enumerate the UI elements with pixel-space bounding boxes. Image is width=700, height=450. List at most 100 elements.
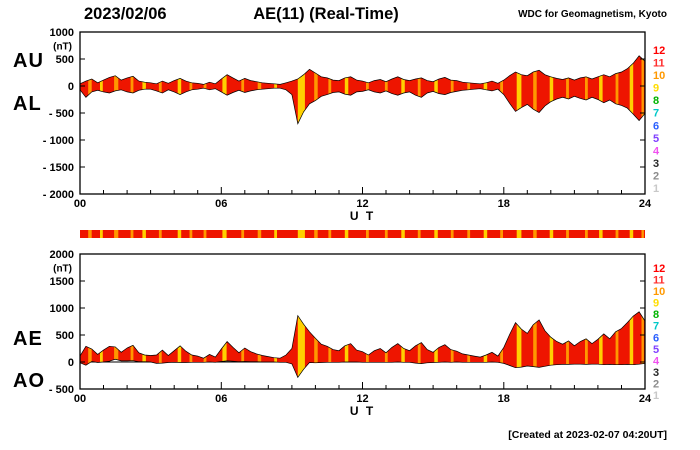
y-tick-label: 1500 (50, 276, 74, 288)
station-stripe (177, 55, 182, 124)
station-count-10: 10 (653, 70, 665, 82)
label-ao: AO (13, 370, 45, 392)
station-bar-stripe (314, 230, 318, 238)
station-count-12: 12 (653, 45, 665, 57)
x-tick-label: 24 (639, 393, 652, 405)
station-stripe (344, 55, 349, 124)
station-stripe (417, 55, 421, 124)
station-count-1: 1 (653, 183, 659, 195)
station-stripe (434, 55, 438, 124)
station-stripe (641, 55, 644, 124)
station-count-1: 1 (653, 390, 659, 402)
station-stripe (100, 311, 103, 378)
x-axis-label: U T (350, 209, 375, 223)
station-count-11: 11 (653, 275, 665, 287)
station-stripe (516, 55, 522, 124)
x-tick-label: 06 (215, 393, 227, 405)
ae-ao-band (80, 311, 645, 378)
y-tick-label: 0 (68, 357, 74, 369)
station-count-2: 2 (653, 379, 659, 391)
station-bar-stripe (615, 230, 619, 238)
station-bar-stripe (434, 230, 438, 238)
station-stripe (203, 55, 207, 124)
y-tick-label: - 500 (49, 384, 74, 396)
station-count-3: 3 (653, 367, 659, 379)
x-tick-label: 12 (356, 198, 368, 210)
station-stripe (467, 55, 471, 124)
station-stripe (257, 311, 262, 378)
y-axis-unit: (nT) (53, 42, 72, 53)
station-stripe (114, 311, 119, 378)
y-tick-label: 1000 (50, 27, 74, 39)
station-stripe (366, 311, 369, 378)
y-tick-label: - 1500 (43, 162, 74, 174)
station-stripe (500, 311, 503, 378)
label-al: AL (13, 93, 42, 115)
station-count-6: 6 (653, 120, 659, 132)
station-stripe (434, 311, 438, 378)
station-availability-bar (80, 230, 645, 238)
station-count-8: 8 (653, 309, 659, 321)
y-tick-label: 1000 (50, 303, 74, 315)
low-station-stripes (88, 55, 644, 124)
station-stripe (629, 55, 634, 124)
station-bar-stripe (177, 230, 182, 238)
station-bar-stripe (274, 230, 277, 238)
station-stripe (483, 55, 488, 124)
station-count-10: 10 (653, 286, 665, 298)
station-bar-stripe (241, 230, 245, 238)
station-stripe (114, 55, 119, 124)
y-tick-label: 2000 (50, 249, 74, 261)
station-bar-stripe (599, 230, 603, 238)
station-bar-stripe (130, 230, 134, 238)
station-bar-stripe (189, 230, 193, 238)
station-bar-stripe (328, 230, 332, 238)
station-stripe (189, 311, 193, 378)
station-stripe (241, 311, 245, 378)
station-stripe (344, 311, 349, 378)
station-count-11: 11 (653, 58, 665, 70)
low-station-stripes (88, 311, 644, 378)
station-count-7: 7 (653, 321, 659, 333)
y-tick-label: 0 (68, 81, 74, 93)
station-bar-stripe (401, 230, 405, 238)
station-stripe (450, 311, 454, 378)
station-stripe (328, 55, 332, 124)
station-bar-stripe (500, 230, 503, 238)
station-bar-stripe (533, 230, 537, 238)
station-bar-stripe (566, 230, 569, 238)
station-bar-stripe (641, 230, 644, 238)
station-stripe (629, 311, 634, 378)
y-tick-label: 500 (56, 330, 74, 342)
station-bar-stripe (417, 230, 421, 238)
station-count-3: 3 (653, 158, 659, 170)
station-count-7: 7 (653, 108, 659, 120)
station-stripe (274, 55, 277, 124)
label-au: AU (13, 50, 44, 72)
station-stripe (599, 55, 603, 124)
au-al-band (80, 55, 645, 124)
station-bar-stripe (257, 230, 262, 238)
station-stripe (130, 311, 134, 378)
station-stripe (615, 311, 619, 378)
station-stripe (88, 55, 92, 124)
station-count-9: 9 (653, 83, 659, 95)
station-stripe (158, 55, 162, 124)
station-bar-stripe (297, 230, 305, 238)
station-stripe (599, 311, 603, 378)
station-bar-stripe (88, 230, 92, 238)
x-tick-label: 00 (74, 393, 86, 405)
station-stripe (401, 311, 405, 378)
x-tick-label: 18 (498, 393, 510, 405)
station-stripe (314, 311, 318, 378)
station-count-8: 8 (653, 95, 659, 107)
x-tick-label: 00 (74, 198, 86, 210)
station-stripe (314, 55, 318, 124)
x-tick-label: 06 (215, 198, 227, 210)
station-bar-stripe (467, 230, 471, 238)
station-stripe (500, 55, 503, 124)
x-axis-label: U T (350, 404, 375, 418)
station-stripe (566, 55, 569, 124)
